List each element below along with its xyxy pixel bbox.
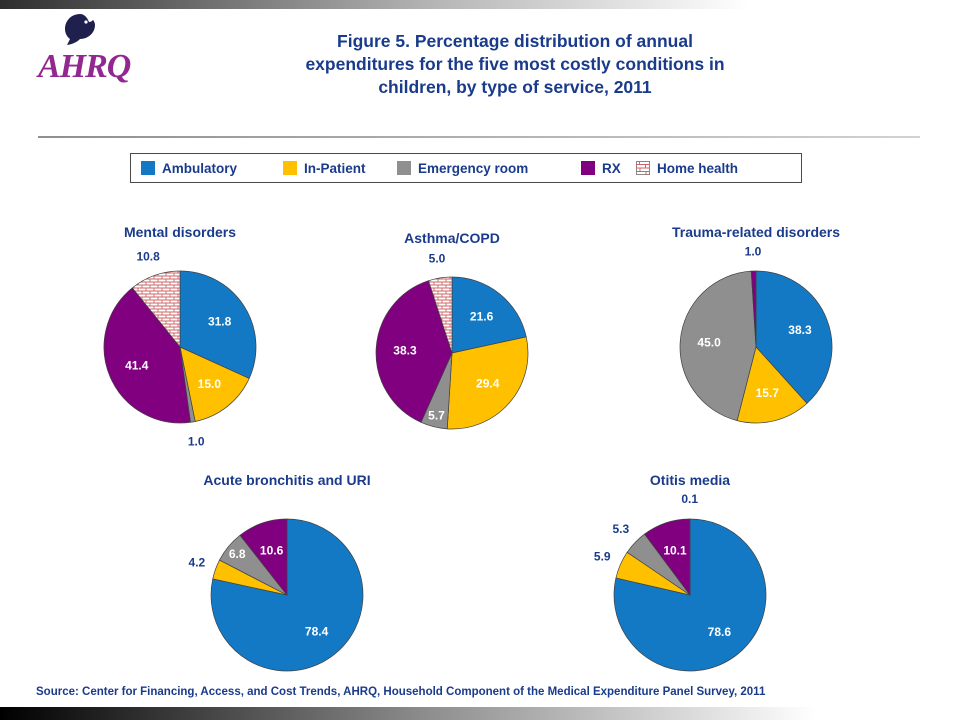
pie-chart-asthma-copd: Asthma/COPD 21.6 29.4 5.7 38.3 5.0 — [332, 230, 572, 468]
legend: Ambulatory In-Patient Emergency room RX Home… — [130, 153, 802, 183]
pie-value-label: 38.3 — [788, 323, 812, 337]
pie-value-label: 1.0 — [745, 244, 762, 258]
chart-title: Asthma/COPD — [404, 230, 500, 246]
pie-value-label: 15.0 — [198, 377, 222, 391]
legend-item-inpatient: In-Patient — [283, 155, 366, 181]
pie-slice-home_health — [428, 276, 453, 354]
pie-asthma-copd: 21.6 29.4 5.7 38.3 5.0 — [375, 251, 529, 430]
legend-item-rx: RX — [581, 155, 621, 181]
legend-item-ambulatory: Ambulatory — [141, 155, 237, 181]
legend-swatch-home-health — [636, 161, 650, 175]
pie-slice-inpatient — [179, 346, 250, 422]
pie-value-label: 10.8 — [136, 250, 160, 264]
pie-slice-ambulatory — [210, 518, 364, 672]
legend-label: Emergency room — [418, 160, 529, 176]
pie-slice-emergency — [679, 270, 757, 422]
hhs-eagle-icon — [65, 14, 95, 45]
ahrq-logo-text: AHRQ — [38, 48, 131, 85]
legend-swatch-rx — [581, 161, 595, 175]
top-gradient-band — [0, 0, 960, 9]
pie-slice-inpatient — [446, 336, 529, 430]
pie-mental-disorders: 31.8 15.0 1.0 41.4 10.8 — [103, 250, 257, 448]
legend-label: In-Patient — [304, 160, 366, 176]
pie-chart-otitis-media: Otitis media 78.6 5.9 5.3 10.1 0.1 — [570, 472, 810, 710]
pie-value-label: 38.3 — [393, 343, 417, 357]
pie-value-label: 78.6 — [708, 625, 732, 639]
pie-value-label: 45.0 — [697, 336, 721, 350]
pie-slice-ambulatory — [755, 270, 833, 404]
title-separator — [38, 136, 920, 138]
pie-slice-inpatient — [736, 346, 808, 424]
figure-title: Figure 5. Percentage distribution of ann… — [305, 31, 725, 98]
pie-trauma-related-disorders: 38.3 15.7 45.0 1.0 — [679, 244, 833, 424]
chart-title: Acute bronchitis and URI — [203, 472, 371, 488]
pie-slice-rx — [750, 270, 757, 348]
pie-value-label: 6.8 — [229, 547, 246, 561]
legend-swatch-emergency — [397, 161, 411, 175]
legend-item-emergency: Emergency room — [397, 155, 528, 181]
pie-value-label: 5.3 — [612, 522, 629, 536]
chart-title: Otitis media — [649, 472, 731, 488]
legend-label: RX — [602, 160, 621, 176]
pie-value-label: 0.1 — [681, 492, 698, 506]
chart-title: Mental disorders — [123, 224, 237, 240]
pie-value-label: 1.0 — [188, 434, 205, 448]
pie-chart-trauma-related-disorders: Trauma-related disorders 38.3 15.7 45.0 1.0 — [636, 224, 876, 462]
pie-value-label: 31.8 — [208, 315, 232, 329]
pie-value-label: 21.6 — [470, 309, 494, 323]
legend-label: Ambulatory — [162, 160, 238, 176]
pie-slice-ambulatory — [179, 270, 257, 379]
legend-swatch-inpatient — [283, 161, 297, 175]
pie-chart-mental-disorders: Mental disorders 31.8 15.0 1.0 41.4 10.8 — [60, 224, 300, 462]
pie-acute-bronchitis-uri: 78.4 4.2 6.8 10.6 — [189, 518, 364, 672]
chart-title: Trauma-related disorders — [671, 224, 841, 240]
legend-item-home_health: Home health — [636, 155, 738, 181]
source-note: Source: Center for Financing, Access, an… — [36, 686, 766, 698]
legend-swatch-ambulatory — [141, 161, 155, 175]
pie-slice-rx — [375, 280, 453, 423]
pie-value-label: 4.2 — [189, 556, 206, 570]
pie-value-label: 5.7 — [428, 409, 445, 423]
pie-value-label: 5.0 — [429, 251, 446, 265]
pie-slice-home_health — [131, 270, 181, 348]
pie-value-label: 10.1 — [663, 543, 687, 557]
pie-value-label: 41.4 — [125, 359, 149, 373]
legend-label: Home health — [657, 160, 739, 176]
pie-value-label: 15.7 — [756, 386, 780, 400]
pie-otitis-media: 78.6 5.95.3 10.1 0.1 — [594, 492, 767, 672]
pie-value-label: 5.9 — [594, 550, 611, 564]
pie-chart-acute-bronchitis-uri: Acute bronchitis and URI 78.4 4.2 6.8 10.6 — [167, 472, 407, 710]
pie-slice-ambulatory — [451, 276, 527, 354]
pie-value-label: 10.6 — [260, 543, 284, 557]
pie-slice-rx — [239, 518, 288, 597]
pie-slice-rx — [103, 287, 191, 424]
agency-logo: AHRQ — [38, 12, 158, 84]
pie-value-label: 78.4 — [305, 625, 329, 639]
bottom-gradient-band — [0, 707, 960, 720]
pie-value-label: 29.4 — [476, 377, 500, 391]
